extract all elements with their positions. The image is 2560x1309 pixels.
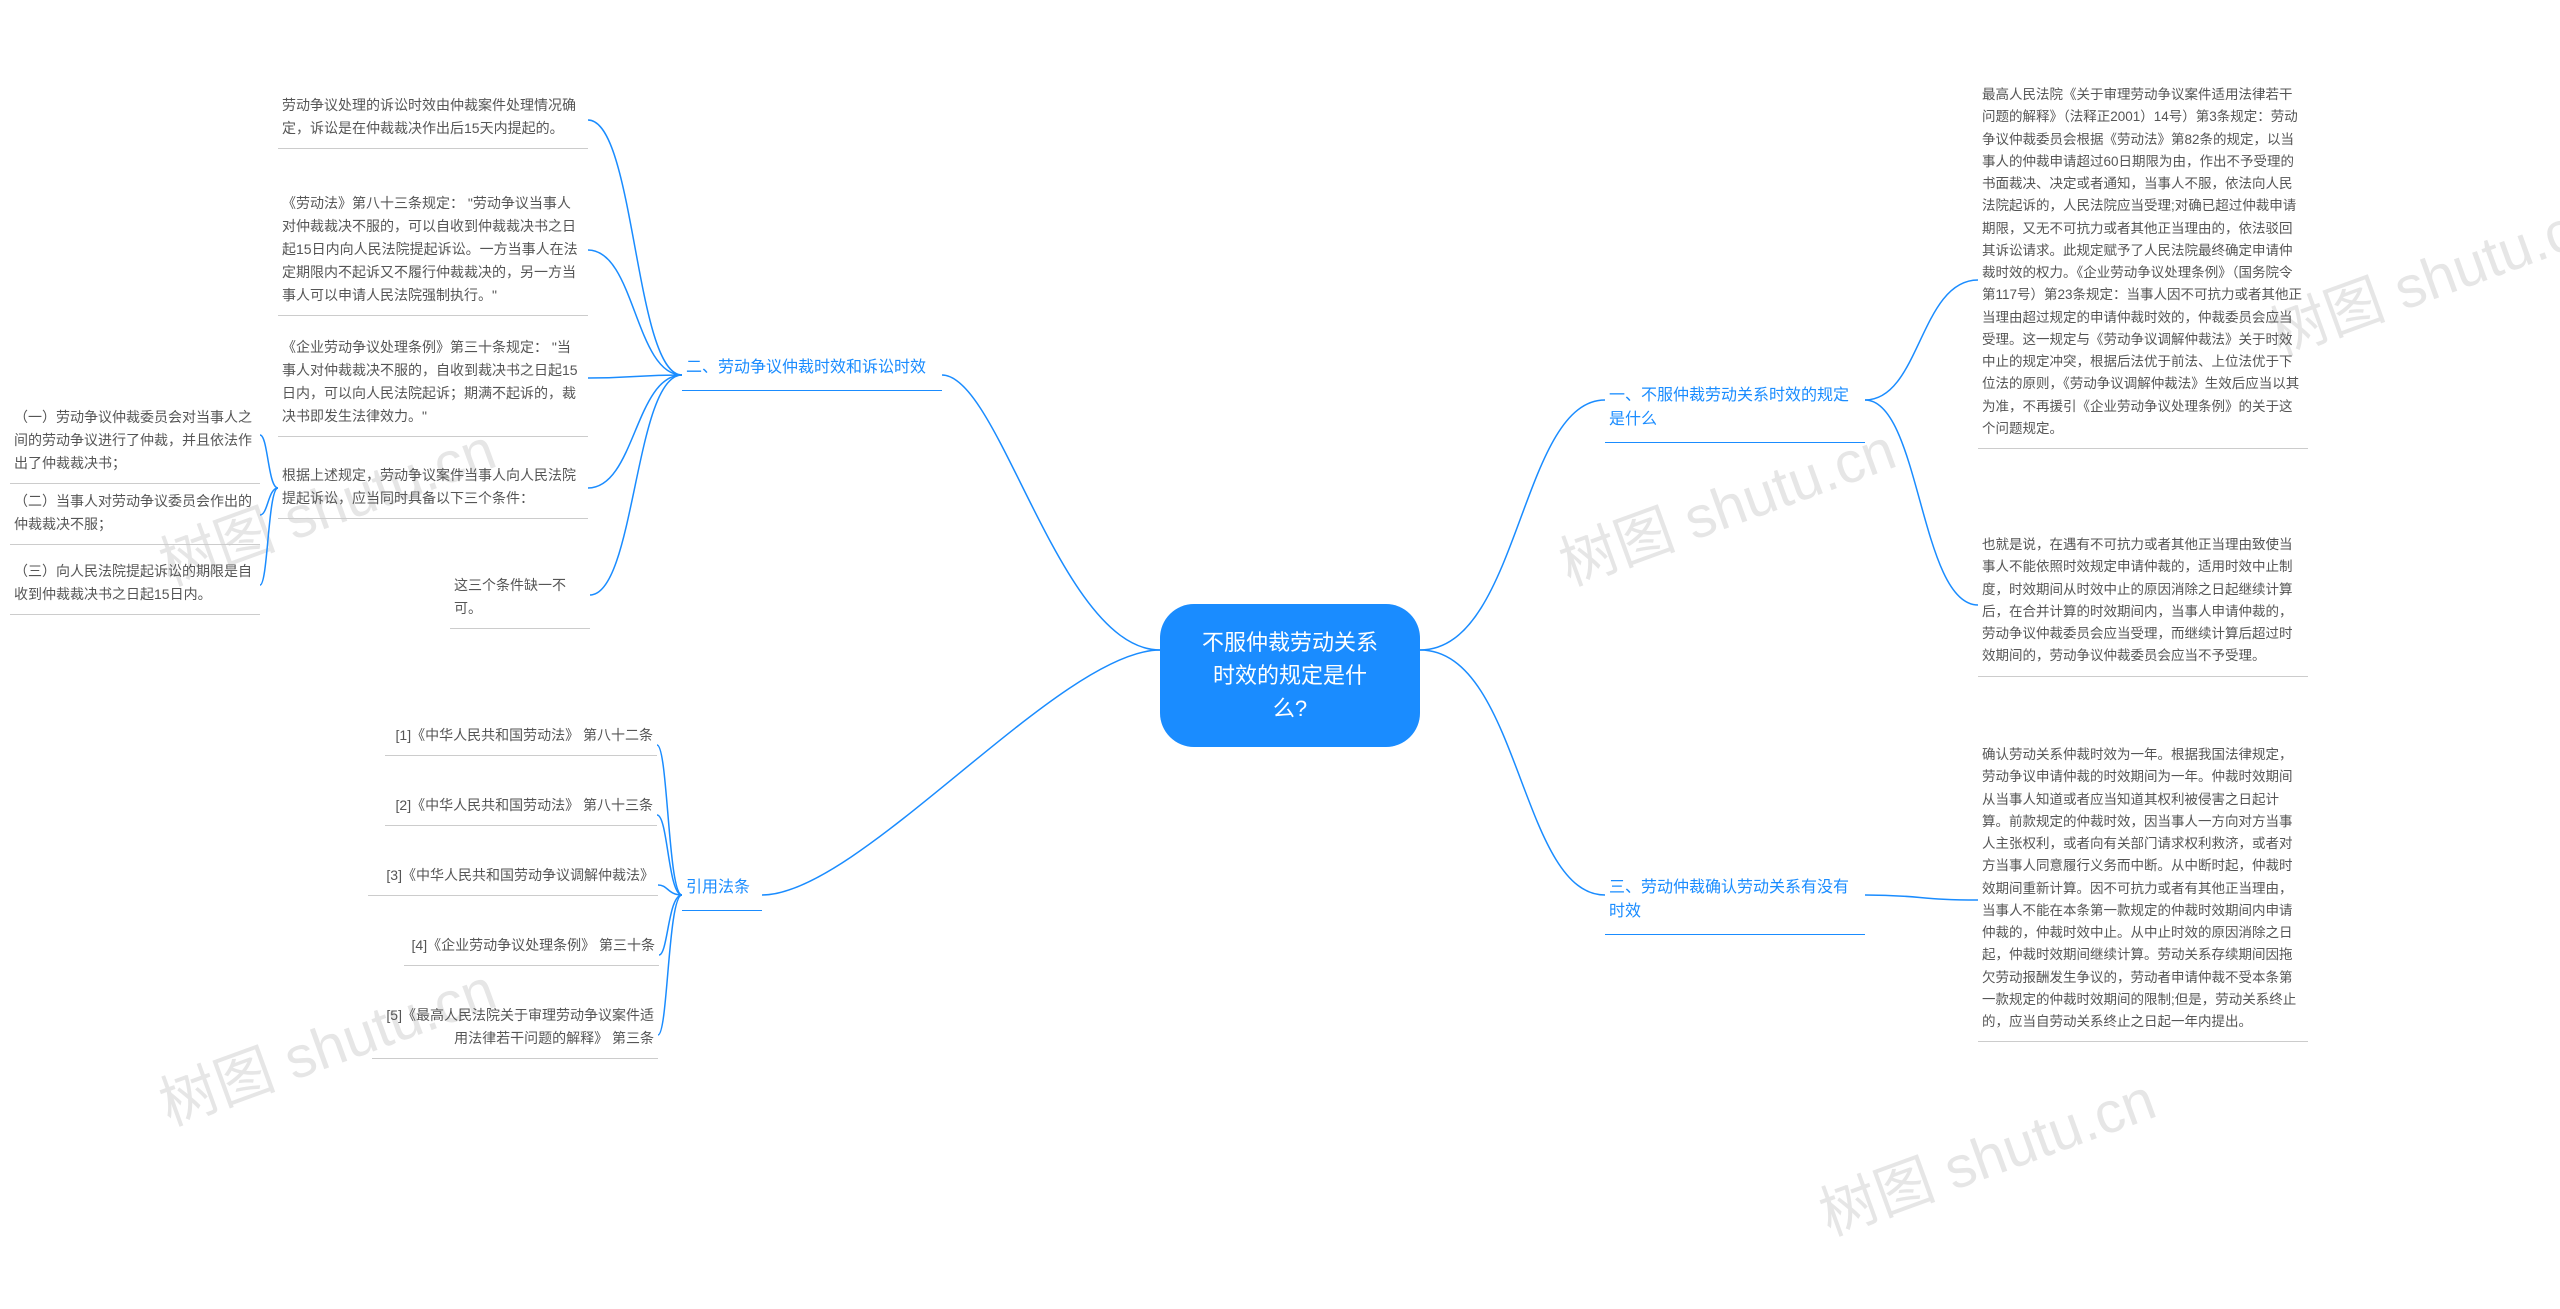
branch-3-leaf-1: 确认劳动关系仲裁时效为一年。根据我国法律规定，劳动争议申请仲裁的时效期间为一年。… [1978,740,2308,1042]
ref-3: [3]《中华人民共和国劳动争议调解仲裁法》 [368,860,658,896]
ref-2: [2]《中华人民共和国劳动法》 第八十三条 [385,790,657,826]
ref-5: [5]《最高人民法院关于审理劳动争议案件适用法律若干问题的解释》 第三条 [372,1000,658,1059]
branch-2-leaf-2: 《劳动法》第八十三条规定： "劳动争议当事人对仲裁裁决不服的，可以自收到仲裁裁决… [278,188,588,316]
branch-2-leaf-4: 根据上述规定，劳动争议案件当事人向人民法院提起诉讼，应当同时具备以下三个条件： [278,460,588,519]
branch-3[interactable]: 三、劳动仲裁确认劳动关系有没有时效 [1605,870,1865,935]
branch-2-leaf-5: 这三个条件缺一不可。 [450,570,590,629]
branch-2-leaf-1: 劳动争议处理的诉讼时效由仲裁案件处理情况确定，诉讼是在仲裁裁决作出后15天内提起… [278,90,588,149]
branch-2-leaf-3: 《企业劳动争议处理条例》第三十条规定： "当事人对仲裁裁决不服的，自收到裁决书之… [278,332,588,437]
branch-2[interactable]: 二、劳动争议仲裁时效和诉讼时效 [682,350,942,391]
branch-2-leaf-4-child-1: （一）劳动争议仲裁委员会对当事人之间的劳动争议进行了仲裁，并且依法作出了仲裁裁决… [10,402,260,484]
ref-4: [4]《企业劳动争议处理条例》 第三十条 [404,930,659,966]
branch-1-leaf-1: 最高人民法院《关于审理劳动争议案件适用法律若干问题的解释》（法释正2001）14… [1978,80,2308,449]
branch-2-leaf-4-child-2: （二）当事人对劳动争议委员会作出的仲裁裁决不服； [10,486,260,545]
watermark: 树图 shutu.cn [1806,1052,2165,1251]
branch-2-leaf-4-child-3: （三）向人民法院提起诉讼的期限是自收到仲裁裁决书之日起15日内。 [10,556,260,615]
ref-1: [1]《中华人民共和国劳动法》 第八十二条 [385,720,657,756]
branch-1-leaf-2: 也就是说，在遇有不可抗力或者其他正当理由致使当事人不能依照时效规定申请仲裁的，适… [1978,530,2308,677]
center-node[interactable]: 不服仲裁劳动关系时效的规定是什么? [1160,604,1420,747]
branch-1[interactable]: 一、不服仲裁劳动关系时效的规定是什么 [1605,378,1865,443]
branch-references[interactable]: 引用法条 [682,870,762,911]
mindmap-canvas: 树图 shutu.cn 树图 shutu.cn 树图 shutu.cn 树图 s… [0,0,2560,1309]
